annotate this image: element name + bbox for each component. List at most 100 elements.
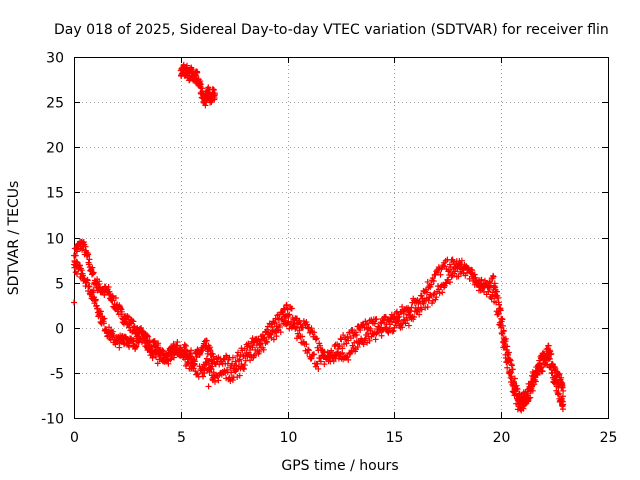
data-point-main xyxy=(311,329,318,336)
data-points xyxy=(71,61,567,414)
data-point-lower-branch xyxy=(395,317,402,324)
data-point-main xyxy=(235,357,242,364)
axis-ticks xyxy=(74,57,609,419)
data-point-lower-branch xyxy=(97,308,104,315)
data-point-lower-branch xyxy=(253,342,260,349)
data-point-lower-branch xyxy=(366,337,373,344)
data-point-lower-branch xyxy=(499,330,506,337)
data-point-main xyxy=(558,374,565,381)
data-point-lower-branch xyxy=(92,296,99,303)
data-point-lower-branch xyxy=(241,362,248,369)
data-point-lower-branch xyxy=(443,280,450,287)
data-point-lower-branch xyxy=(555,384,562,391)
data-point-lower-branch xyxy=(311,351,318,358)
data-point-lower-branch xyxy=(499,338,506,345)
data-point-lower-branch xyxy=(498,324,505,331)
data-point-main xyxy=(286,311,293,318)
data-point-lower-branch xyxy=(529,387,536,394)
data-point-lower-branch xyxy=(511,385,518,392)
data-point-lower-branch xyxy=(175,347,182,354)
data-point-lower-branch xyxy=(257,340,264,347)
data-point-main xyxy=(352,329,359,336)
data-point-lower-branch xyxy=(238,361,245,368)
data-point-main xyxy=(343,340,350,347)
data-point-lower-branch xyxy=(120,341,127,348)
data-point-main xyxy=(499,316,506,323)
data-point-lower-branch xyxy=(267,331,274,338)
data-point-main xyxy=(112,295,119,302)
data-point-main xyxy=(159,347,166,354)
data-point-lower-branch xyxy=(402,320,409,327)
data-point-lower-branch xyxy=(299,333,306,340)
data-point-main xyxy=(73,248,80,255)
data-point-main xyxy=(250,339,257,346)
data-point-lower-branch xyxy=(241,366,248,373)
data-point-lower-branch xyxy=(321,361,328,368)
data-point-lower-branch xyxy=(288,318,295,325)
data-point-main xyxy=(418,292,425,299)
data-point-main xyxy=(283,301,290,308)
data-point-lower-branch xyxy=(157,351,164,358)
data-point-lower-branch xyxy=(276,323,283,330)
data-point-main xyxy=(430,278,437,285)
data-point-lower-branch xyxy=(86,283,93,290)
data-point-lower-branch xyxy=(458,270,465,277)
data-point-lower-branch xyxy=(264,339,271,346)
data-point-lower-branch xyxy=(339,349,346,356)
data-point-lower-branch xyxy=(393,322,400,329)
data-point-lower-branch xyxy=(405,322,412,329)
data-point-lower-branch xyxy=(492,291,499,298)
data-point-lower-branch xyxy=(554,381,561,388)
data-point-lower-branch xyxy=(344,354,351,361)
data-point-lower-branch xyxy=(208,366,215,373)
data-point-lower-branch xyxy=(527,394,534,401)
data-point-lower-branch xyxy=(256,348,263,355)
data-point-lower-branch xyxy=(399,324,406,331)
data-point-lower-branch xyxy=(493,299,500,306)
data-point-upper-cluster xyxy=(194,69,201,76)
data-point-lower-branch xyxy=(236,372,243,379)
data-point-lower-branch xyxy=(76,262,83,269)
data-point-lower-branch xyxy=(544,350,551,357)
data-point-lower-branch xyxy=(133,343,140,350)
data-point-main xyxy=(124,313,131,320)
data-point-main xyxy=(72,252,79,259)
x-tick-label: 25 xyxy=(600,430,618,446)
data-point-lower-branch xyxy=(555,391,562,398)
data-point-main xyxy=(118,308,125,315)
data-point-main xyxy=(505,349,512,356)
data-point-lower-branch xyxy=(90,289,97,296)
data-point-lower-branch xyxy=(164,357,171,364)
data-point-lower-branch xyxy=(315,365,322,372)
data-point-main xyxy=(181,341,188,348)
chart-title: Day 018 of 2025, Sidereal Day-to-day VTE… xyxy=(54,22,609,38)
data-point-main xyxy=(182,342,189,349)
data-point-lower-branch xyxy=(418,306,425,313)
data-point-lower-branch xyxy=(388,318,395,325)
data-point-lower-branch xyxy=(149,354,156,361)
data-point-lower-branch xyxy=(101,315,108,322)
data-point-lower-branch xyxy=(433,294,440,301)
data-point-main xyxy=(509,366,516,373)
x-tick-label: 0 xyxy=(70,430,79,446)
data-point-main xyxy=(396,313,403,320)
data-point-lower-branch xyxy=(525,395,532,402)
x-tick-label: 5 xyxy=(177,430,186,446)
data-point-lower-branch xyxy=(485,288,492,295)
data-point-lower-branch xyxy=(263,338,270,345)
data-point-lower-branch xyxy=(534,372,541,379)
data-point-main xyxy=(90,269,97,276)
y-tick-label: 30 xyxy=(46,51,64,67)
data-point-main xyxy=(344,333,351,340)
data-point-main xyxy=(232,358,239,365)
data-point-main xyxy=(423,289,430,296)
data-point-lower-branch xyxy=(130,337,137,344)
data-point-lower-branch xyxy=(516,396,523,403)
data-point-lower-branch xyxy=(346,350,353,357)
data-point-lower-branch xyxy=(247,357,254,364)
data-point-lower-branch xyxy=(170,354,177,361)
data-point-lower-branch xyxy=(381,319,388,326)
data-point-lower-branch xyxy=(308,355,315,362)
data-point-lower-branch xyxy=(194,370,201,377)
